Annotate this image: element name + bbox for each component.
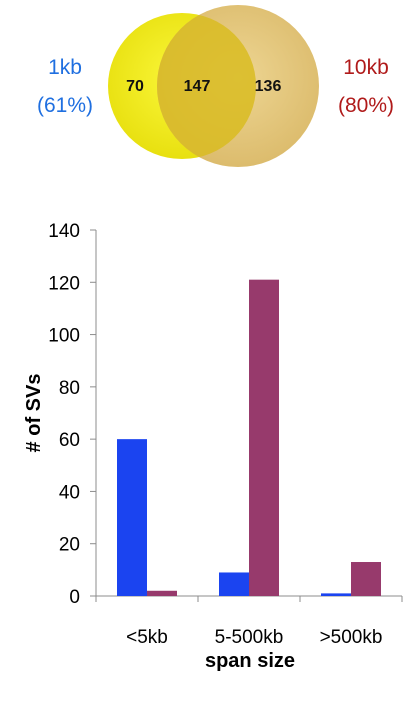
y-tick-label: 80 <box>59 378 80 399</box>
y-tick-label: 100 <box>48 326 80 347</box>
y-tick-label: 60 <box>59 430 80 451</box>
venn-percent-10kb: (80%) <box>338 94 394 117</box>
x-axis-title: span size <box>205 650 295 672</box>
venn-percent-1kb: (61%) <box>37 94 93 117</box>
bar-series2 <box>351 562 381 596</box>
bar-series2 <box>249 279 279 596</box>
venn-label-10kb: 10kb <box>343 56 389 79</box>
bar-series1 <box>321 593 351 596</box>
y-tick-label: 20 <box>59 535 80 556</box>
bar-chart: 0 20 40 60 80 100 120 140 <5kb 5-500kb >500kb # o… <box>23 221 403 672</box>
y-tick-label: 40 <box>59 482 80 503</box>
x-tick-label: 5-500kb <box>215 627 284 648</box>
y-axis-title: # of SVs <box>23 374 45 453</box>
venn-diagram: 70 147 136 1kb (61%) 10kb (80%) <box>37 5 394 167</box>
x-axis-ticks: <5kb 5-500kb >500kb <box>95 596 403 648</box>
venn-label-1kb: 1kb <box>48 56 82 79</box>
y-tick-label: 0 <box>69 587 80 608</box>
y-axis-ticks: 0 20 40 60 80 100 120 140 <box>48 221 96 608</box>
x-tick-label: >500kb <box>320 627 383 648</box>
x-tick-label: <5kb <box>126 627 168 648</box>
bar-series1 <box>219 572 249 596</box>
venn-count-right-only: 136 <box>255 78 282 95</box>
venn-count-both: 147 <box>184 78 211 95</box>
bars <box>117 279 381 596</box>
y-tick-label: 140 <box>48 221 80 242</box>
venn-count-left-only: 70 <box>126 78 144 95</box>
y-tick-label: 120 <box>48 273 80 294</box>
bar-series1 <box>117 439 147 596</box>
venn-overlap-region <box>157 13 256 159</box>
bar-series2 <box>147 590 177 596</box>
